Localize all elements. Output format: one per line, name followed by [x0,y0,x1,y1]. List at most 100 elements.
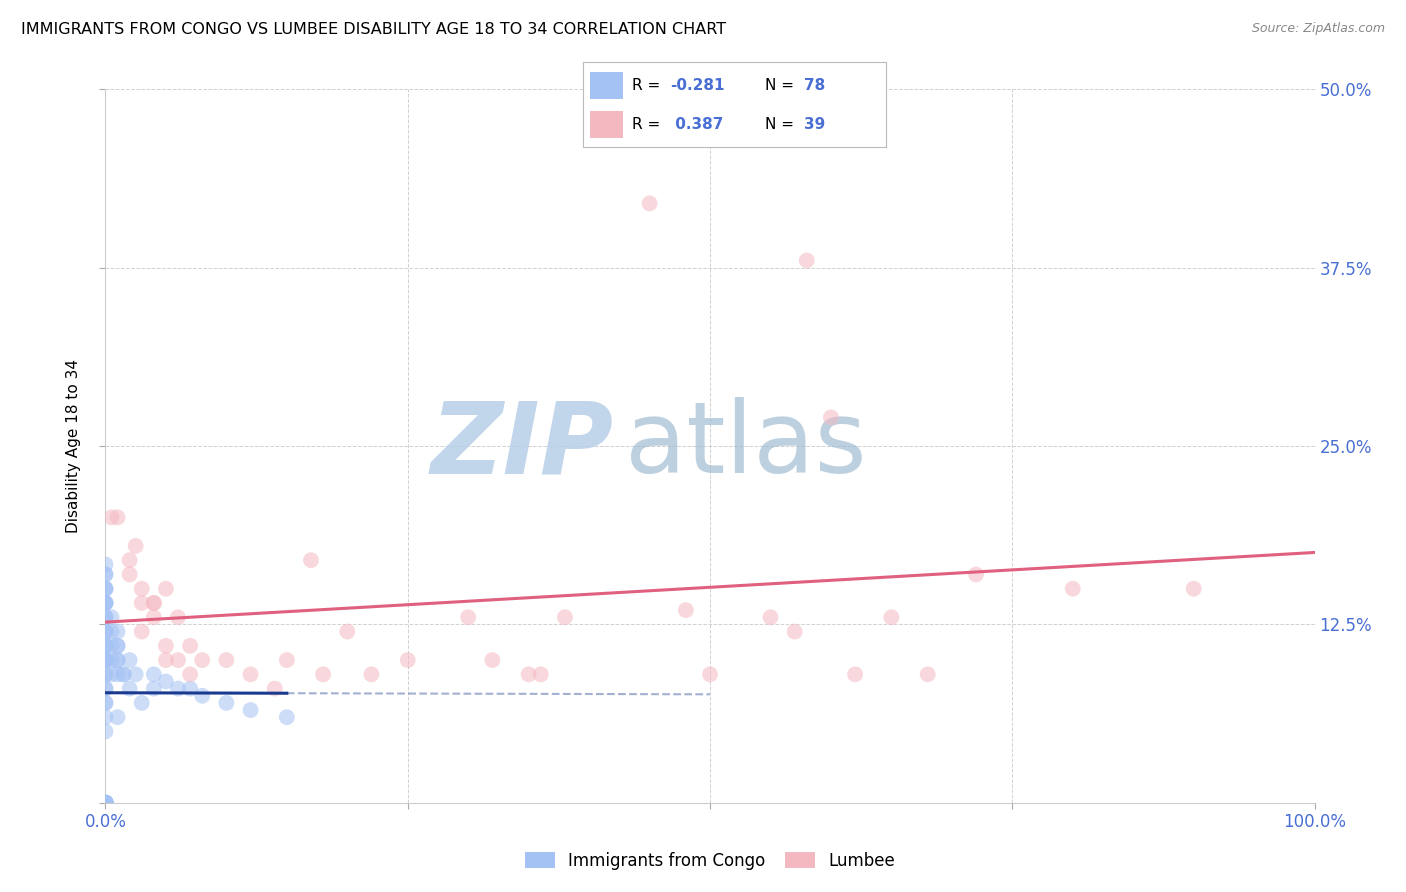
Text: R =: R = [631,117,665,132]
Point [118,567,141,582]
Point [94,596,117,610]
Point [107,653,129,667]
Point [118,681,141,696]
Point [917,667,939,681]
Point [844,667,866,681]
Point [94,667,117,681]
Point [167,681,190,696]
Point [131,696,153,710]
Point [94,796,117,810]
Point [100,667,122,681]
Point [554,610,576,624]
Point [100,624,122,639]
Point [94,796,117,810]
Point [94,567,117,582]
Point [191,653,214,667]
Point [94,796,117,810]
Point [100,610,122,624]
Point [112,667,135,681]
Point [94,596,117,610]
Point [94,639,117,653]
Point [965,567,987,582]
Point [94,624,117,639]
Point [215,696,238,710]
Point [638,196,661,211]
Point [699,667,721,681]
Point [179,639,201,653]
Point [107,639,129,653]
Point [94,610,117,624]
Text: -0.281: -0.281 [669,78,724,93]
Text: 0.387: 0.387 [669,117,723,132]
Point [94,796,117,810]
Point [94,796,117,810]
Point [94,653,117,667]
Point [94,582,117,596]
Point [94,653,117,667]
Point [94,696,117,710]
Text: atlas: atlas [626,398,868,494]
Point [94,796,117,810]
Point [94,796,117,810]
Point [155,653,177,667]
Point [100,653,122,667]
Point [179,681,201,696]
Y-axis label: Disability Age 18 to 34: Disability Age 18 to 34 [66,359,82,533]
Point [167,610,190,624]
Point [457,610,479,624]
Point [675,603,697,617]
Point [142,610,165,624]
Point [312,667,335,681]
Point [94,681,117,696]
Point [125,667,148,681]
Point [1062,582,1084,596]
Point [396,653,419,667]
Point [880,610,903,624]
Point [112,667,135,681]
Point [94,796,117,810]
Point [142,596,165,610]
Point [517,667,540,681]
Point [118,553,141,567]
Point [94,558,117,572]
Point [107,667,129,681]
Point [94,796,117,810]
Point [142,681,165,696]
Point [94,796,117,810]
Point [142,667,165,681]
Point [239,703,262,717]
Point [94,796,117,810]
Point [179,667,201,681]
Point [155,674,177,689]
Legend: Immigrants from Congo, Lumbee: Immigrants from Congo, Lumbee [517,846,903,877]
Point [299,553,322,567]
Point [94,796,117,810]
Point [94,796,117,810]
Point [820,410,842,425]
Point [481,653,503,667]
Point [94,710,117,724]
Bar [589,111,623,138]
Point [107,624,129,639]
Point [94,796,117,810]
Point [94,624,117,639]
Point [94,567,117,582]
Point [263,681,285,696]
Point [360,667,382,681]
Point [94,796,117,810]
Point [107,510,129,524]
Point [94,596,117,610]
Point [530,667,553,681]
Point [107,710,129,724]
Point [100,639,122,653]
Point [759,610,782,624]
Point [118,653,141,667]
Point [94,796,117,810]
Point [131,596,153,610]
Point [94,796,117,810]
Point [1182,582,1205,596]
Text: ZIP: ZIP [430,398,613,494]
Point [239,667,262,681]
Bar [589,71,623,99]
Point [107,653,129,667]
